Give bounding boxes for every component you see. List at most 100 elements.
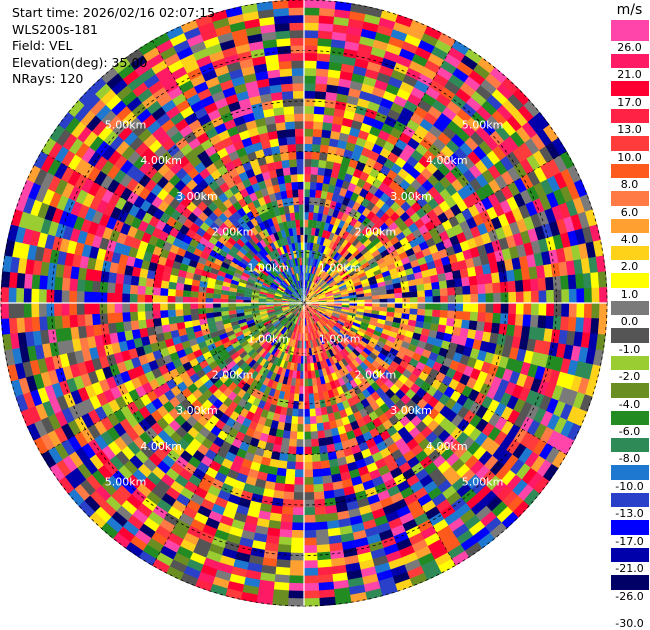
- velocity-gate: [523, 291, 531, 303]
- velocity-gate: [584, 288, 592, 303]
- velocity-gate: [304, 37, 318, 45]
- velocity-gate: [304, 0, 320, 8]
- velocity-gate: [168, 281, 177, 289]
- velocity-gate: [439, 280, 448, 288]
- velocity-gate: [569, 303, 577, 318]
- velocity-gate: [167, 296, 175, 303]
- velocity-gate: [175, 316, 184, 324]
- velocity-gate: [289, 159, 297, 168]
- velocity-gate: [440, 303, 448, 311]
- elevation: Elevation(deg): 35.00: [12, 55, 215, 72]
- velocity-gate: [213, 307, 221, 312]
- velocity-gate: [294, 121, 304, 129]
- velocity-gate: [304, 545, 317, 553]
- range-label: 4.00km: [426, 440, 468, 453]
- velocity-gate: [530, 315, 539, 328]
- velocity-gate: [312, 461, 321, 470]
- velocity-gate: [310, 189, 317, 198]
- velocity-gate: [298, 416, 305, 424]
- velocity-gate: [283, 98, 294, 107]
- velocity-gate: [145, 311, 154, 320]
- range-label: 4.00km: [140, 440, 182, 453]
- colorbar-tick-label: 1.0: [609, 288, 650, 301]
- velocity-gate: [546, 290, 554, 303]
- velocity-gate: [304, 136, 313, 144]
- velocity-gate: [448, 295, 456, 303]
- velocity-gate: [304, 416, 311, 424]
- velocity-gate: [175, 309, 184, 316]
- velocity-gate: [283, 491, 294, 500]
- velocity-gate: [114, 312, 123, 323]
- velocity-gate: [272, 0, 289, 9]
- colorbar-tick-label: 0.0: [609, 315, 650, 328]
- velocity-gate: [61, 303, 69, 316]
- velocity-gate: [190, 303, 198, 309]
- colorbar-tick-label: -4.0: [609, 398, 650, 411]
- velocity-gate: [313, 484, 324, 493]
- velocity-gate: [298, 196, 304, 204]
- velocity-gate: [433, 303, 441, 310]
- velocity-gate: [299, 394, 304, 402]
- velocity-gate: [288, 590, 304, 598]
- colorbar-tick-label: -2.0: [609, 370, 650, 383]
- velocity-gate: [501, 303, 509, 314]
- velocity-gate: [492, 282, 501, 293]
- velocity-gate: [387, 303, 395, 308]
- velocity-gate: [314, 506, 326, 515]
- colorbar-tick-label: 4.0: [609, 233, 650, 246]
- velocity-gate: [304, 22, 319, 30]
- velocity-gate: [289, 439, 297, 448]
- velocity-gate: [284, 484, 295, 493]
- velocity-gate: [294, 106, 305, 114]
- velocity-gate: [395, 298, 403, 303]
- velocity-gate: [304, 174, 311, 182]
- velocity-gate: [304, 553, 318, 561]
- velocity-gate: [297, 432, 304, 440]
- velocity-gate: [304, 575, 319, 583]
- colorbar-tick-label: 21.0: [609, 68, 650, 81]
- velocity-gate: [591, 303, 599, 319]
- range-label: 3.00km: [176, 404, 218, 417]
- velocity-gate: [433, 296, 441, 303]
- velocity-gate: [292, 68, 305, 76]
- velocity-gate: [304, 522, 316, 530]
- velocity-gate: [114, 293, 122, 303]
- velocity-gate: [379, 294, 387, 299]
- velocity-gate: [16, 288, 24, 303]
- velocity-gate: [285, 476, 295, 485]
- velocity-gate: [296, 151, 304, 159]
- velocity-gate: [76, 303, 84, 315]
- velocity-gate: [462, 311, 471, 320]
- velocity-gate: [205, 298, 213, 303]
- velocity-gate: [182, 297, 190, 304]
- velocity-gate: [304, 189, 310, 197]
- velocity-gate: [304, 386, 309, 394]
- velocity-gate: [304, 462, 313, 470]
- velocity-gate: [137, 303, 145, 312]
- velocity-gate: [455, 311, 464, 320]
- velocity-gate: [84, 280, 93, 292]
- velocity-gate: [311, 159, 319, 168]
- velocity-gate: [175, 303, 183, 310]
- velocity-gate: [289, 15, 304, 23]
- velocity-gate: [285, 121, 295, 130]
- velocity-gate: [310, 416, 317, 425]
- velocity-gate: [516, 291, 524, 303]
- velocity-gate: [281, 83, 293, 92]
- velocity-gate: [228, 299, 236, 303]
- scan-info: Start time: 2026/02/16 02:07:15 WLS200s-…: [12, 5, 215, 88]
- velocity-gate: [182, 303, 190, 310]
- velocity-gate: [107, 292, 115, 303]
- velocity-gate: [190, 308, 199, 314]
- velocity-gate: [152, 287, 161, 296]
- velocity-gate: [402, 297, 410, 303]
- velocity-gate: [291, 416, 298, 425]
- velocity-gate: [293, 500, 304, 508]
- colorbar-tick-label: 10.0: [609, 151, 650, 164]
- velocity-gate: [522, 315, 531, 328]
- range-label: 2.00km: [355, 226, 397, 239]
- velocity-gate: [299, 204, 304, 212]
- velocity-gate: [152, 295, 160, 303]
- velocity-gate: [283, 167, 291, 176]
- velocity-gate: [313, 121, 323, 130]
